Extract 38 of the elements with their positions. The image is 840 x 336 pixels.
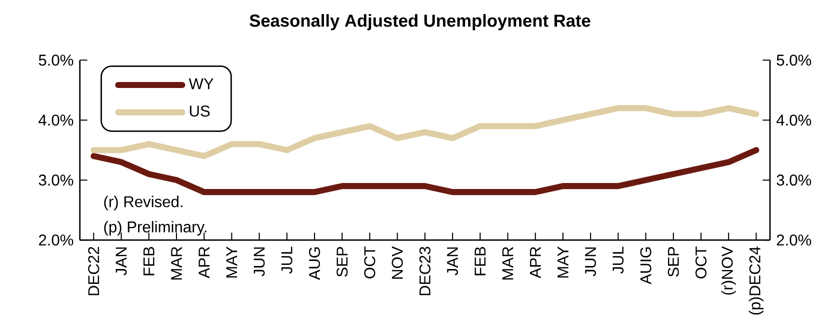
x-tick-label: APR bbox=[530, 246, 541, 278]
x-tick-label: APR bbox=[198, 246, 210, 278]
chart-title: Seasonally Adjusted Unemployment Rate bbox=[250, 14, 590, 30]
y2-tick-label: 2.0% bbox=[776, 234, 812, 246]
legend-label: US bbox=[190, 105, 210, 117]
x-tick-label: JUN bbox=[254, 247, 265, 276]
x-tick-label: JUL bbox=[612, 246, 624, 274]
y-tick-label: 5.0% bbox=[38, 54, 74, 66]
x-tick-label: JAN bbox=[447, 247, 458, 276]
x-tick-label: OCT bbox=[364, 246, 376, 278]
x-tick-label: JAN bbox=[116, 247, 127, 276]
x-tick-label: SEP bbox=[668, 246, 679, 277]
x-tick-label: FEB bbox=[474, 246, 486, 276]
x-tick-label: AUIG bbox=[640, 247, 652, 284]
x-tick-label: JUN bbox=[585, 247, 596, 276]
x-tick-label: MAR bbox=[171, 246, 182, 280]
annotation: (r) Revised. bbox=[104, 196, 182, 210]
x-tick-label: MAY bbox=[226, 246, 238, 278]
x-tick-label: DEC23 bbox=[419, 246, 430, 296]
y-tick-label: 2.0% bbox=[38, 234, 74, 246]
y-tick-label: 3.0% bbox=[38, 174, 74, 186]
y-tick-label: 4.0% bbox=[38, 114, 74, 126]
y2-tick-label: 4.0% bbox=[776, 114, 812, 126]
x-tick-label: MAY bbox=[558, 246, 568, 278]
x-tick-label: SEP bbox=[336, 246, 348, 277]
x-tick-label: OCT bbox=[695, 246, 707, 278]
x-tick-label: AUG bbox=[308, 247, 320, 280]
x-tick-label: (r)NOV bbox=[721, 246, 736, 294]
x-tick-label: NOV bbox=[392, 246, 403, 279]
x-tick-label: JUL bbox=[281, 246, 292, 274]
x-tick-label: DEC22 bbox=[88, 246, 100, 296]
y2-tick-label: 3.0% bbox=[776, 174, 812, 186]
x-tick-label: MAR bbox=[502, 246, 514, 280]
legend-label: WY bbox=[188, 78, 214, 89]
x-tick-label: (p)DEC24 bbox=[748, 246, 764, 314]
x-tick-label: FEB bbox=[144, 246, 154, 276]
annotation: (p) Preliminary. bbox=[104, 220, 206, 236]
y2-tick-label: 5.0% bbox=[776, 54, 812, 66]
